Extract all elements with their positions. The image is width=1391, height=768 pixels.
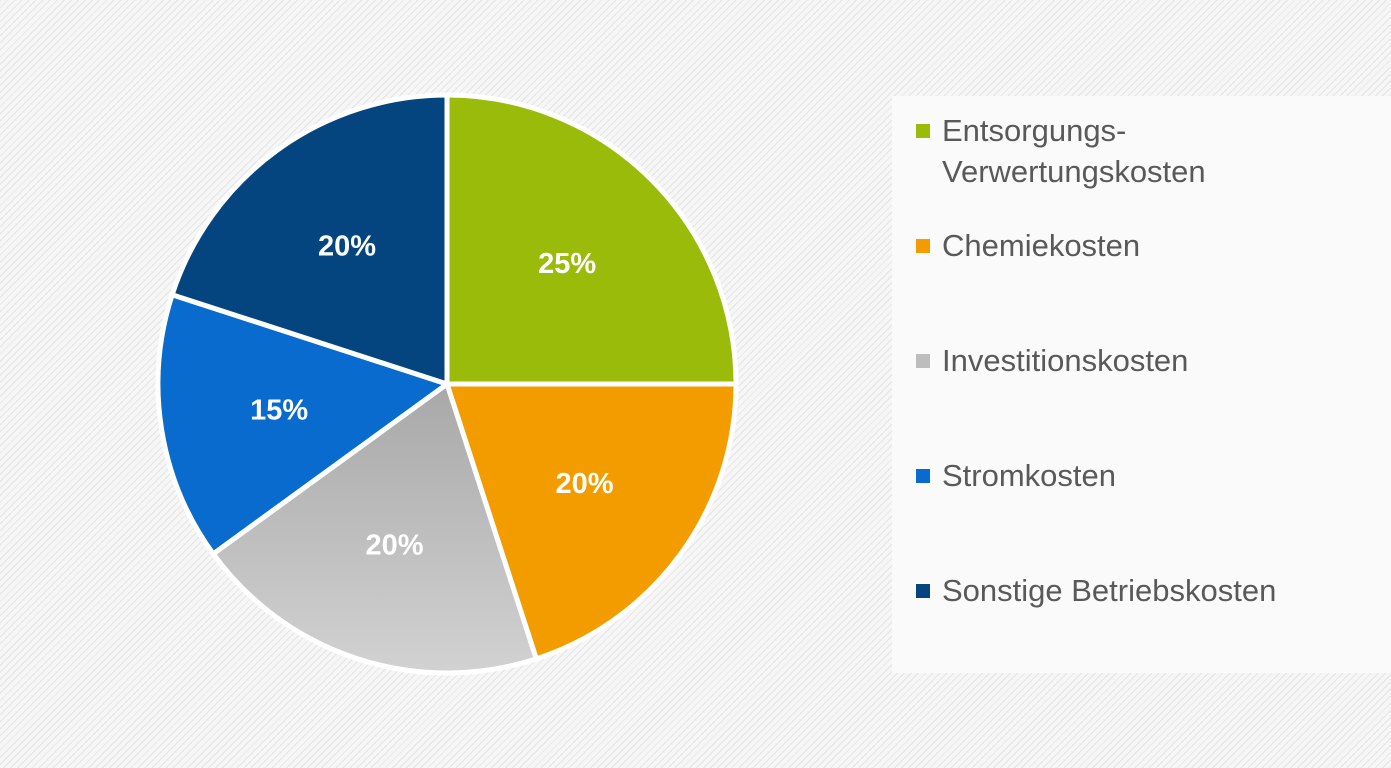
data-label-strom: 15% [250,395,308,427]
data-label-sonstige: 20% [318,230,376,262]
pie-slice-sonstige [169,92,450,387]
legend-item-chemie: Chemiekosten [916,225,1140,266]
legend-item-entsorgung: Entsorgungs- Verwertungskosten [916,110,1206,192]
legend: Entsorgungs- Verwertungskosten Chemiekos… [892,96,1391,673]
pie-slice-chemie [444,381,739,662]
legend-label-strom: Stromkosten [942,458,1117,493]
pie-slice-entsorgung [444,92,739,387]
legend-item-sonstige: Sonstige Betriebskosten [916,570,1276,611]
legend-label-entsorgung: Entsorgungs- Verwertungskosten [942,113,1206,189]
legend-swatch-entsorgung [916,124,930,138]
legend-swatch-investition [916,354,930,368]
legend-swatch-chemie [916,239,930,253]
legend-swatch-strom [916,469,930,483]
legend-item-strom: Stromkosten [916,455,1116,496]
pie-slice-strom [155,292,450,557]
legend-swatch-sonstige [916,584,930,598]
data-label-investition: 20% [365,530,423,562]
legend-label-investition: Investitionskosten [942,343,1189,378]
data-label-entsorgung: 25% [538,248,596,280]
legend-item-investition: Investitionskosten [916,340,1188,381]
legend-label-chemie: Chemiekosten [942,228,1141,263]
pie-slice-investition [210,381,539,676]
data-label-chemie: 20% [556,468,614,500]
legend-label-sonstige: Sonstige Betriebskosten [942,573,1277,608]
